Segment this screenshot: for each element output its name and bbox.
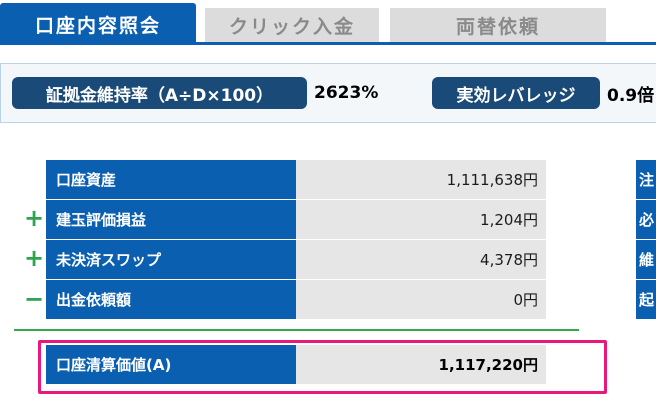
plus-icon: + [24,204,45,232]
tab-click-deposit[interactable]: クリック入金 [205,8,379,43]
withdrawal-request-value: 0円 [296,280,546,319]
plus-icon: + [24,244,45,272]
leverage-label: 実効レバレッジ [432,77,600,109]
tab-exchange-request[interactable]: 両替依頼 [390,8,606,43]
table-row: 建玉評価損益 1,204円 [46,200,546,239]
unsettled-swap-label: 未決済スワップ [46,240,296,279]
tab-account-inquiry[interactable]: 口座内容照会 [0,3,196,45]
right-column-item: 維 [636,240,656,279]
position-pnl-label: 建玉評価損益 [46,200,296,239]
liquidation-value-value: 1,117,220円 [296,345,546,384]
table-row: 口座資産 1,111,638円 [46,160,546,199]
unsettled-swap-value: 4,378円 [296,240,546,279]
liquidation-value-label: 口座清算価値(A) [46,345,296,384]
table-row: 未決済スワップ 4,378円 [46,240,546,279]
right-column-item: 起 [636,280,656,319]
withdrawal-request-label: 出金依頼額 [46,280,296,319]
leverage-value: 0.9倍 [607,85,655,106]
table-row: 出金依頼額 0円 [46,280,546,319]
account-assets-value: 1,111,638円 [296,160,546,199]
margin-ratio-value: 2623% [314,83,379,103]
right-column-item: 必 [636,200,656,239]
ratio-summary-bar: 証拠金維持率（A÷D×100） 2623% 実効レバレッジ 0.9倍 [0,63,656,123]
highlight-box [38,340,607,394]
position-pnl-value: 1,204円 [296,200,546,239]
margin-ratio-label: 証拠金維持率（A÷D×100） [12,77,307,109]
sum-divider [14,329,579,331]
minus-icon: − [24,285,45,313]
right-column-item: 注 [636,160,656,199]
tab-baseline [0,42,656,45]
account-assets-label: 口座資産 [46,160,296,199]
table-row-total: 口座清算価値(A) 1,117,220円 [46,345,546,384]
tab-bar: 口座内容照会 クリック入金 両替依頼 [0,0,656,45]
